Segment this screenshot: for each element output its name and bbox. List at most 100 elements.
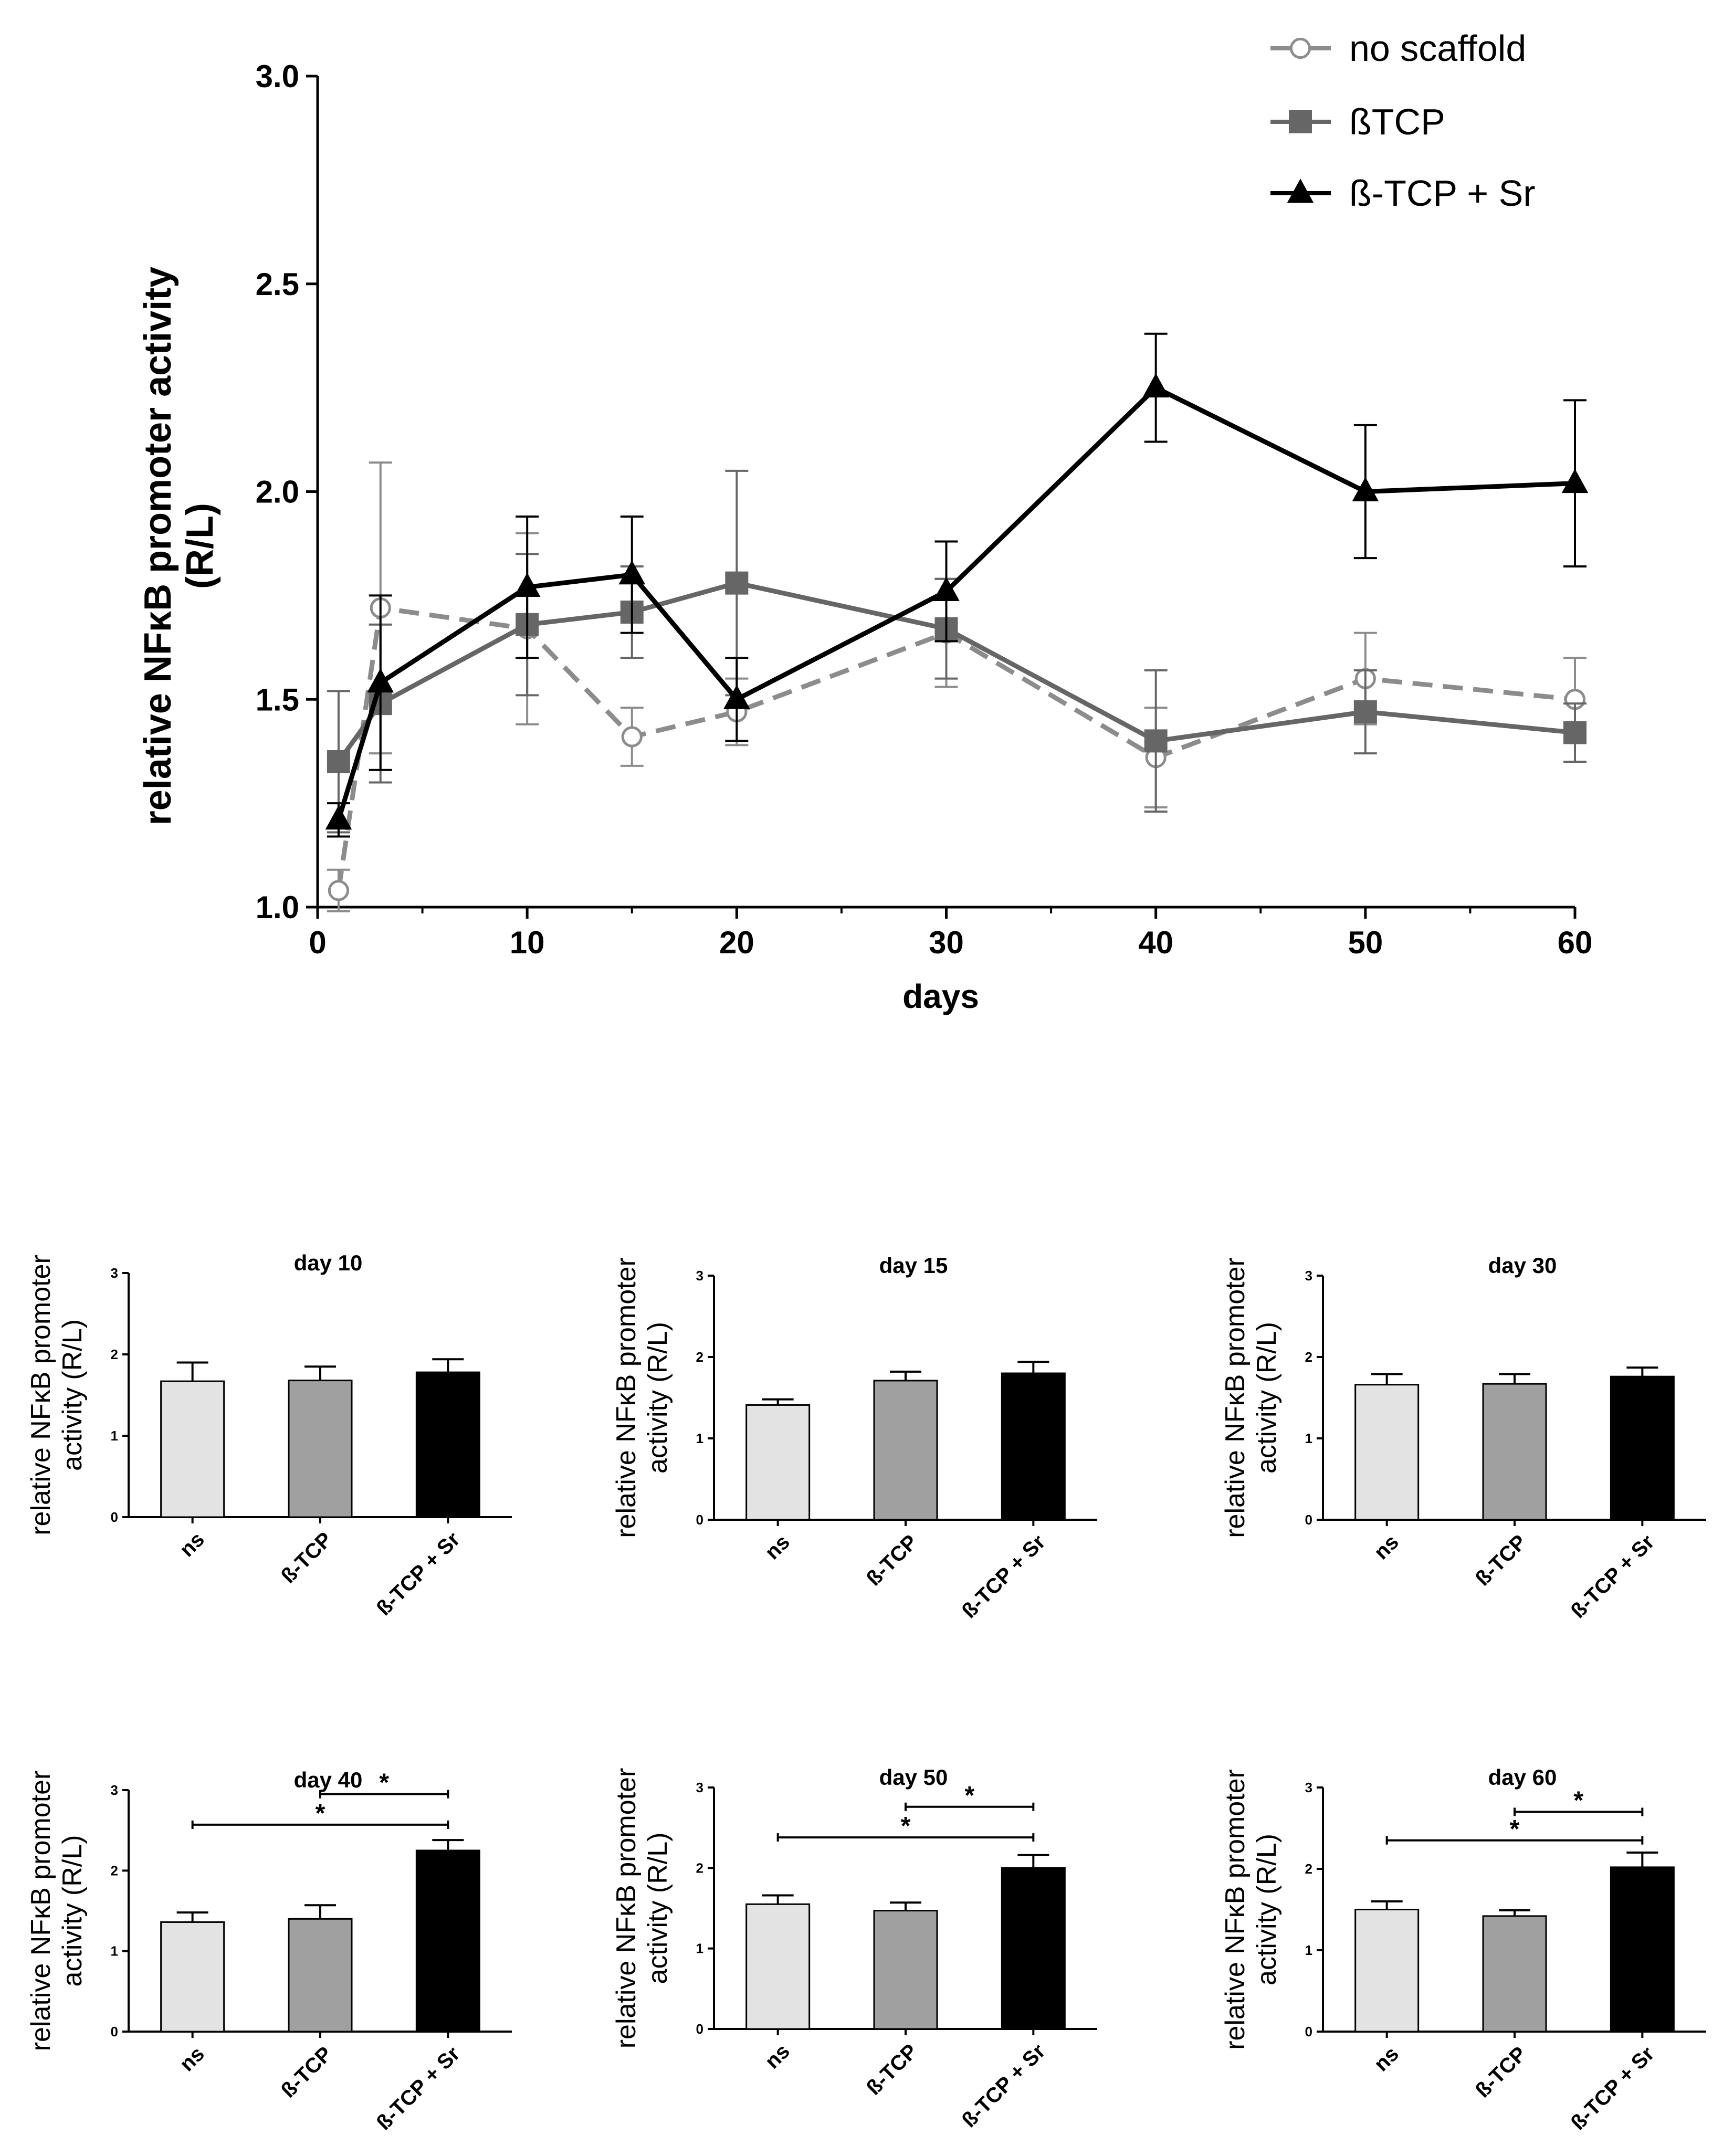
point-marker: [1287, 178, 1314, 203]
significance-star: *: [964, 1782, 974, 1810]
point-marker: [1289, 110, 1312, 133]
bar-y-tick-label: 3: [111, 1782, 118, 1798]
bar-y-tick-label: 0: [1305, 1512, 1312, 1528]
bar-y-axis-label: relative NFκB promoter: [611, 1257, 642, 1538]
bar-y-tick-label: 3: [696, 1780, 703, 1795]
y-tick-label: 3.0: [256, 59, 299, 94]
legend-entry: ßTCP: [1270, 101, 1445, 142]
bar-y-tick-label: 3: [1305, 1780, 1312, 1795]
bar: [745, 1903, 811, 2030]
bar-y-tick-label: 2: [1305, 1349, 1312, 1365]
bar: [1001, 1867, 1066, 2030]
bar: [415, 1371, 480, 1518]
bar: [1354, 1384, 1420, 1521]
point-marker: [1289, 37, 1311, 59]
bar: [415, 1849, 480, 2033]
bar: [873, 1910, 938, 2030]
significance-star: *: [1573, 1787, 1583, 1815]
x-tick-label: 30: [929, 925, 964, 960]
x-tick-label: 40: [1138, 925, 1173, 960]
significance-star: *: [316, 1800, 325, 1827]
bar-y-tick-label: 0: [696, 2021, 703, 2037]
y-tick-label: 2.5: [256, 267, 299, 302]
bar-y-axis-label: relative NFκB promoter: [1220, 1769, 1251, 2050]
point-marker: [725, 571, 749, 595]
bar-y-axis-label-unit: activity (R/L): [643, 1322, 673, 1474]
significance-star: *: [1510, 1815, 1520, 1843]
x-tick-label: 20: [719, 925, 754, 960]
bar: [1001, 1372, 1066, 1521]
bar-panel-title: day 10: [294, 1250, 363, 1275]
line-chart-legend: no scaffold ßTCP ß-TCP + Sr: [1270, 28, 1536, 214]
bar-y-axis-label-unit: activity (R/L): [643, 1833, 673, 1984]
bar-panel-1: 0 1 2 3 day 10 relative NFκB promoter activity…: [26, 1250, 512, 1620]
point-marker: [618, 560, 646, 585]
bar-y-tick-label: 2: [696, 1349, 703, 1365]
y-axis-label: relative NFκB promoter activity: [137, 267, 179, 825]
point-marker: [328, 880, 350, 901]
bar-y-tick-label: 0: [1305, 2024, 1312, 2039]
x-tick-label: 10: [510, 925, 545, 960]
y-tick-label: 1.0: [256, 890, 299, 925]
legend-label: no scaffold: [1349, 28, 1526, 69]
bar-y-tick-label: 2: [696, 1860, 703, 1876]
bar: [160, 1380, 225, 1518]
point-marker: [933, 576, 960, 601]
significance-star: *: [379, 1769, 389, 1797]
bar-y-tick-label: 1: [1305, 1942, 1312, 1958]
bar-y-tick-label: 1: [696, 1431, 703, 1446]
point-marker: [325, 805, 352, 830]
bar-panel-title: day 30: [1488, 1253, 1557, 1278]
bar: [1354, 1909, 1420, 2033]
legend-label: ß-TCP + Sr: [1349, 173, 1536, 214]
bar-y-tick-label: 3: [696, 1268, 703, 1284]
bar-y-tick-label: 0: [111, 1509, 118, 1525]
series-btcp-sr: [325, 332, 1589, 838]
bar-y-axis-label: relative NFκB promoter: [1220, 1257, 1251, 1538]
bar: [1482, 1915, 1547, 2033]
legend-entry: no scaffold: [1270, 28, 1526, 69]
line-chart-axes: 1.0 1.5 2.0 2.5 3.0 0 10 20 30 40 50 60: [256, 59, 1593, 960]
bar: [288, 1380, 353, 1518]
x-tick-label: 60: [1558, 925, 1593, 960]
bar-panel-title: day 60: [1488, 1765, 1557, 1790]
bar-y-tick-label: 0: [696, 1512, 703, 1528]
bar-y-axis-label-unit: activity (R/L): [1252, 1322, 1282, 1474]
bar-y-tick-label: 2: [111, 1347, 118, 1362]
point-marker: [327, 750, 350, 773]
bar: [1610, 1375, 1675, 1521]
bar-y-tick-label: 3: [111, 1265, 118, 1281]
series-line: [336, 605, 1575, 891]
significance-star: *: [901, 1812, 911, 1840]
bar-y-tick-label: 2: [111, 1863, 118, 1878]
bar: [288, 1918, 353, 2033]
bar: [1482, 1383, 1547, 1521]
bar: [873, 1380, 938, 1521]
x-axis-label: days: [902, 977, 979, 1015]
bar-panel-title: day 50: [879, 1765, 948, 1790]
y-tick-label: 1.5: [256, 682, 299, 717]
bar-panel-title: day 15: [879, 1253, 948, 1278]
bar-panel-title: day 40: [294, 1768, 363, 1792]
y-tick-label: 2.0: [256, 475, 299, 510]
point-marker: [1142, 373, 1169, 398]
bar-y-tick-label: 1: [111, 1943, 118, 1959]
bar-y-axis-label: relative NFκB promoter: [26, 1255, 56, 1536]
bar-y-tick-label: 2: [1305, 1861, 1312, 1877]
bar-y-tick-label: 1: [111, 1428, 118, 1444]
bar-y-tick-label: 0: [111, 2024, 118, 2039]
bar-y-axis-label: relative NFκB promoter: [611, 1768, 642, 2049]
bar-y-axis-label-unit: activity (R/L): [57, 1835, 88, 1987]
bar-y-axis-label-unit: activity (R/L): [1252, 1834, 1282, 1985]
legend-label: ßTCP: [1349, 101, 1445, 142]
bar: [745, 1404, 811, 1521]
bar-y-axis-label: relative NFκB promoter: [26, 1771, 56, 2052]
bar-y-tick-label: 1: [1305, 1431, 1312, 1446]
point-marker: [367, 668, 394, 693]
bar-y-axis-label-unit: activity (R/L): [57, 1319, 88, 1471]
point-marker: [1144, 729, 1168, 753]
point-marker: [621, 726, 643, 748]
x-tick-label: 50: [1348, 925, 1383, 960]
